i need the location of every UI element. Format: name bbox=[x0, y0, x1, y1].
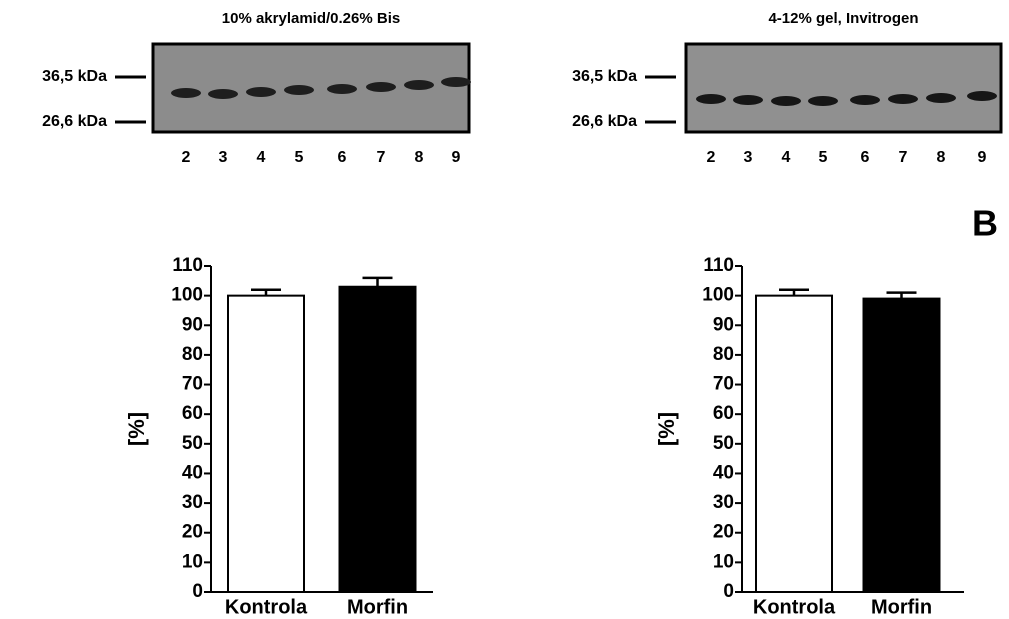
y-tick-label: 70 bbox=[713, 374, 734, 395]
y-tick-label: 80 bbox=[713, 344, 734, 365]
gel-band bbox=[733, 95, 763, 105]
y-tick-label: 30 bbox=[182, 492, 203, 513]
lane-label: 9 bbox=[978, 149, 987, 166]
gel-band bbox=[888, 94, 918, 104]
y-tick-label: 10 bbox=[713, 551, 734, 572]
lane-label: 9 bbox=[452, 149, 461, 166]
y-tick-label: 10 bbox=[182, 551, 203, 572]
gel-band bbox=[208, 89, 238, 99]
lane-label: 2 bbox=[707, 149, 716, 166]
gel-title: 10% akrylamid/0.26% Bis bbox=[222, 10, 400, 27]
y-tick-label: 30 bbox=[713, 492, 734, 513]
lane-label: 5 bbox=[295, 149, 304, 166]
y-tick-label: 50 bbox=[713, 433, 734, 454]
x-tick-label: Kontrola bbox=[753, 596, 836, 618]
lane-label: 5 bbox=[819, 149, 828, 166]
y-tick-label: 60 bbox=[182, 403, 203, 424]
lane-label: 6 bbox=[338, 149, 347, 166]
y-tick-label: 90 bbox=[182, 314, 203, 335]
gel-band bbox=[441, 77, 471, 87]
marker-label: 26,6 kDa bbox=[572, 113, 637, 130]
lane-label: 3 bbox=[219, 149, 228, 166]
y-tick-label: 80 bbox=[182, 344, 203, 365]
gel-band bbox=[926, 93, 956, 103]
x-tick-label: Kontrola bbox=[225, 596, 308, 618]
gel-band bbox=[246, 87, 276, 97]
gel-band bbox=[850, 95, 880, 105]
lane-label: 8 bbox=[937, 149, 946, 166]
y-axis-label: [%] bbox=[124, 412, 149, 446]
lane-label: 3 bbox=[744, 149, 753, 166]
y-tick-label: 60 bbox=[713, 403, 734, 424]
marker-label: 36,5 kDa bbox=[42, 68, 107, 85]
lane-label: 2 bbox=[182, 149, 191, 166]
y-tick-label: 40 bbox=[182, 462, 203, 483]
x-tick-label: Morfin bbox=[347, 596, 408, 618]
y-tick-label: 40 bbox=[713, 462, 734, 483]
gel-band bbox=[366, 82, 396, 92]
panel-label: B bbox=[972, 203, 998, 244]
bar bbox=[228, 296, 304, 592]
y-tick-label: 110 bbox=[703, 255, 734, 276]
bar bbox=[756, 296, 832, 592]
y-tick-label: 20 bbox=[182, 522, 203, 543]
y-tick-label: 110 bbox=[172, 255, 203, 276]
y-axis-label: [%] bbox=[654, 412, 679, 446]
bar bbox=[340, 287, 416, 592]
marker-label: 26,6 kDa bbox=[42, 113, 107, 130]
gel-band bbox=[771, 96, 801, 106]
gel-band bbox=[967, 91, 997, 101]
gel-title: 4-12% gel, Invitrogen bbox=[768, 10, 918, 27]
lane-label: 6 bbox=[861, 149, 870, 166]
figure: B 10% akrylamid/0.26% Bis 36,5 kDa 26,6 kD… bbox=[0, 0, 1009, 619]
y-tick-label: 50 bbox=[182, 433, 203, 454]
lane-label: 7 bbox=[899, 149, 908, 166]
marker-label: 36,5 kDa bbox=[572, 68, 637, 85]
lane-label: 8 bbox=[415, 149, 424, 166]
gel-band bbox=[327, 84, 357, 94]
gel-image bbox=[686, 44, 1001, 132]
lane-label: 7 bbox=[377, 149, 386, 166]
y-tick-label: 100 bbox=[702, 285, 734, 306]
y-tick-label: 100 bbox=[171, 285, 203, 306]
y-tick-label: 70 bbox=[182, 374, 203, 395]
lane-label: 4 bbox=[257, 149, 266, 166]
y-tick-label: 0 bbox=[192, 581, 203, 602]
gel-band bbox=[171, 88, 201, 98]
x-tick-label: Morfin bbox=[871, 596, 932, 618]
gel-band bbox=[284, 85, 314, 95]
bar bbox=[864, 299, 940, 592]
y-tick-label: 0 bbox=[723, 581, 734, 602]
y-tick-label: 90 bbox=[713, 314, 734, 335]
gel-band bbox=[808, 96, 838, 106]
gel-band bbox=[404, 80, 434, 90]
y-tick-label: 20 bbox=[713, 522, 734, 543]
lane-label: 4 bbox=[782, 149, 791, 166]
gel-band bbox=[696, 94, 726, 104]
